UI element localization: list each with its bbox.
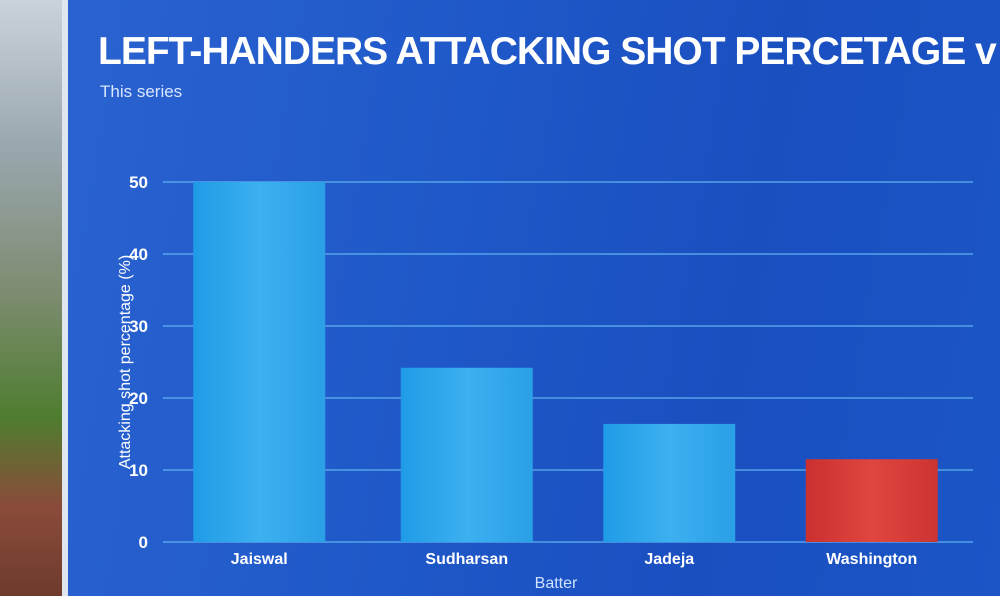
bar	[400, 367, 533, 542]
y-tick-label: 0	[139, 533, 148, 552]
y-tick-label: 40	[129, 245, 148, 264]
x-tick-label: Washington	[826, 551, 917, 568]
y-tick-label: 30	[129, 317, 148, 336]
bar	[603, 423, 736, 542]
y-tick-label: 10	[129, 461, 148, 480]
x-tick-label: Sudharsan	[425, 551, 508, 568]
x-tick-label: Jaiswal	[231, 551, 288, 568]
x-tick-label: Jadeja	[644, 551, 694, 568]
x-axis-label: Batter	[535, 575, 578, 592]
broadcast-graphic-panel: LEFT-HANDERS ATTACKING SHOT PERCETAGE v …	[62, 0, 1000, 596]
bar	[805, 459, 938, 542]
y-tick-label: 20	[129, 389, 148, 408]
y-tick-label: 50	[129, 173, 148, 192]
bar-chart: 0 10 20 30 40 50 Attacking shot percentage (%)…	[117, 173, 973, 592]
chart-subtitle: This series	[100, 82, 183, 101]
y-axis-label: Attacking shot percentage (%)	[117, 255, 134, 469]
bar	[193, 182, 326, 542]
chart-title: LEFT-HANDERS ATTACKING SHOT PERCETAGE v …	[98, 30, 1000, 73]
